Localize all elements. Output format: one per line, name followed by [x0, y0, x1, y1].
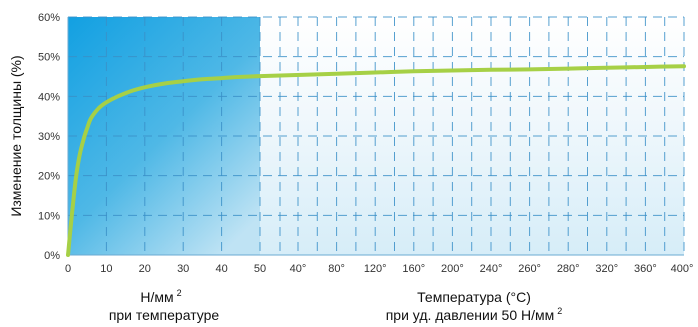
x-tick-label: 50	[254, 263, 266, 275]
x-tick-label: 40°	[290, 263, 307, 275]
x-tick-label: 260°	[518, 263, 541, 275]
x-tick-label: 20	[139, 263, 151, 275]
y-tick-label: 50%	[38, 52, 60, 64]
y-tick-label: 30%	[38, 131, 60, 143]
x-tick-label: 40	[215, 263, 227, 275]
y-tick-label: 20%	[38, 171, 60, 183]
x-axis-title-right-line1: Температура (°C)	[417, 289, 531, 305]
y-tick-label: 0%	[44, 250, 60, 262]
y-tick-label: 60%	[38, 12, 60, 24]
x-tick-label: 280°	[557, 263, 580, 275]
grid	[68, 16, 685, 255]
x-tick-label: 360°	[634, 263, 657, 275]
y-tick-labels: 0% 10% 20% 30% 40% 50% 60%	[38, 12, 60, 262]
x-axis-title-right-line2: при уд. давлении 50 Н/мм 2	[386, 306, 563, 323]
y-tick-label: 10%	[38, 210, 60, 222]
x-axis-title-left-line2: при температуре	[109, 307, 220, 323]
x-tick-label: 400°	[671, 263, 694, 275]
x-tick-label: 240°	[480, 263, 503, 275]
x-tick-label: 320°	[595, 263, 618, 275]
x-tick-label: 200°	[441, 263, 464, 275]
series-line	[66, 64, 686, 257]
x-tick-label: 10	[100, 263, 112, 275]
x-tick-labels: 0 10 20 30 40 50 40° 80° 120° 160° 200° 240° 260° 280…	[65, 263, 693, 275]
x-tick-label: 120°	[364, 263, 387, 275]
x-tick-label: 80°	[328, 263, 345, 275]
x-tick-label: 0	[65, 263, 71, 275]
x-tick-label: 160°	[402, 263, 425, 275]
y-axis-title: Изменение толщины (%)	[8, 55, 24, 216]
x-tick-label: 30	[177, 263, 189, 275]
x-axis-title-left-line1: Н/мм 2	[140, 288, 181, 305]
y-tick-label: 40%	[38, 91, 60, 103]
